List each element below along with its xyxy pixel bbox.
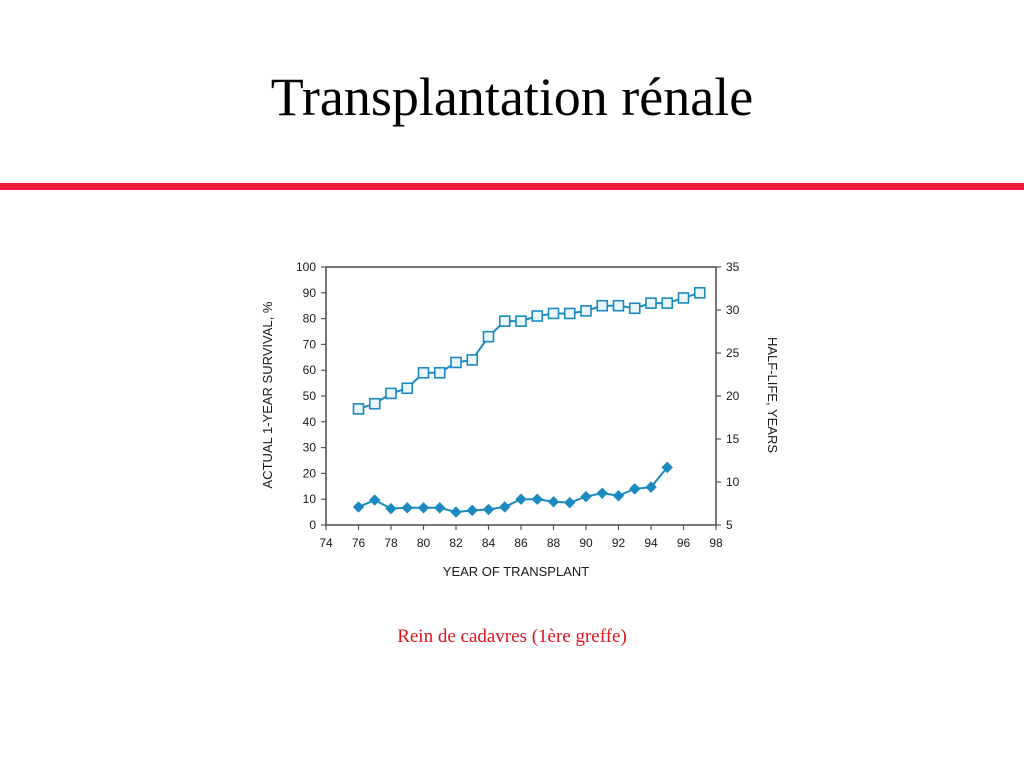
x-tick-label: 86: [514, 536, 528, 550]
x-tick-label: 94: [644, 536, 658, 550]
data-point-square: [531, 310, 544, 322]
data-point-square: [482, 330, 495, 343]
y-left-tick-label: 40: [303, 415, 317, 429]
survival-chart: 74 76 78 80 82 84 86 88 90 92 94 96 98 0 10 20 30 40 50 60…: [240, 245, 780, 590]
y-left-tick-label: 0: [309, 518, 316, 532]
y-left-tick-label: 80: [303, 312, 317, 326]
data-point-diamond: [434, 502, 446, 514]
data-point-diamond: [515, 493, 527, 505]
title-divider: [0, 183, 1024, 190]
y-left-tick-label: 50: [303, 389, 317, 403]
series-layer: [352, 286, 706, 518]
data-point-diamond: [450, 506, 462, 518]
x-tick-label: 78: [384, 536, 398, 550]
y-right-tick-label: 5: [726, 518, 733, 532]
data-point-diamond: [369, 494, 381, 506]
data-point-diamond: [629, 483, 641, 495]
data-point-diamond: [499, 501, 511, 513]
data-point-square: [645, 297, 657, 309]
x-tick-label: 90: [579, 536, 593, 550]
y-left-tick-label: 10: [303, 492, 317, 506]
y-axis-right-title: HALF-LIFE, YEARS: [765, 337, 780, 453]
y-left-tick-label: 90: [303, 286, 317, 300]
data-point-square: [466, 354, 479, 366]
plot-border: [325, 266, 717, 526]
x-tick-label: 82: [449, 536, 463, 550]
data-point-square: [352, 403, 365, 415]
y-right-tick-label: 30: [726, 303, 740, 317]
data-point-diamond: [385, 502, 397, 515]
x-axis: 74 76 78 80 82 84 86 88 90 92 94 96 98: [319, 525, 723, 550]
data-point-square: [433, 366, 446, 379]
survival-chart-svg: 74 76 78 80 82 84 86 88 90 92 94 96 98 0 10 20 30 40 50 60…: [260, 260, 780, 579]
x-tick-label: 80: [417, 536, 431, 550]
x-tick-label: 92: [612, 536, 626, 550]
series-line: [358, 291, 701, 410]
data-point-square: [596, 299, 609, 312]
data-point-square: [563, 307, 576, 320]
data-point-square: [368, 397, 381, 410]
data-point-diamond: [417, 502, 430, 514]
series-survival: [352, 286, 706, 415]
slide-title: Transplantation rénale: [270, 67, 754, 127]
data-point-diamond: [596, 487, 608, 499]
data-point-square: [661, 297, 674, 309]
y-left-tick-label: 60: [303, 363, 317, 377]
data-point-diamond: [661, 461, 673, 474]
x-axis-title: YEAR OF TRANSPLANT: [443, 564, 589, 579]
y-axis-right: 5 10 15 20 25 30 35: [716, 260, 740, 532]
data-point-diamond: [612, 490, 625, 502]
data-point-diamond: [531, 493, 543, 505]
plot-frame: [325, 266, 717, 526]
y-left-tick-label: 70: [303, 337, 317, 351]
data-point-square: [547, 307, 560, 320]
data-point-diamond: [466, 504, 478, 517]
data-point-square: [417, 366, 430, 379]
y-axis-left-title: ACTUAL 1-YEAR SURVIVAL, %: [260, 301, 275, 488]
data-point-square: [498, 315, 511, 327]
y-right-tick-label: 35: [726, 260, 740, 274]
y-left-tick-label: 100: [296, 260, 316, 274]
data-point-square: [580, 305, 592, 317]
y-right-tick-label: 25: [726, 346, 740, 360]
x-tick-label: 74: [319, 536, 333, 550]
y-left-tick-label: 30: [303, 441, 317, 455]
data-point-diamond: [547, 496, 560, 508]
series-half-life: [352, 461, 673, 518]
y-right-tick-label: 20: [726, 389, 740, 403]
data-point-diamond: [645, 481, 657, 493]
data-point-diamond: [401, 502, 413, 514]
data-point-square: [693, 286, 706, 299]
x-tick-label: 96: [677, 536, 691, 550]
x-tick-label: 84: [482, 536, 496, 550]
data-point-square: [628, 302, 641, 315]
data-point-square: [401, 382, 414, 395]
y-right-tick-label: 15: [726, 432, 740, 446]
x-tick-label: 98: [709, 536, 723, 550]
chart-caption: Rein de cadavres (1ère greffe): [397, 626, 627, 647]
x-tick-label: 76: [352, 536, 366, 550]
y-axis-left: 0 10 20 30 40 50 60 70 80 90 100: [296, 260, 326, 532]
y-right-tick-label: 10: [726, 475, 740, 489]
x-tick-label: 88: [547, 536, 561, 550]
data-point-square: [385, 387, 397, 400]
data-point-square: [450, 356, 462, 369]
data-point-diamond: [482, 503, 495, 516]
data-point-square: [515, 315, 527, 327]
data-point-diamond: [564, 496, 576, 509]
data-point-diamond: [352, 501, 365, 513]
y-left-tick-label: 20: [303, 466, 317, 480]
data-point-diamond: [580, 490, 592, 503]
data-point-square: [677, 292, 690, 304]
data-point-square: [612, 299, 625, 312]
